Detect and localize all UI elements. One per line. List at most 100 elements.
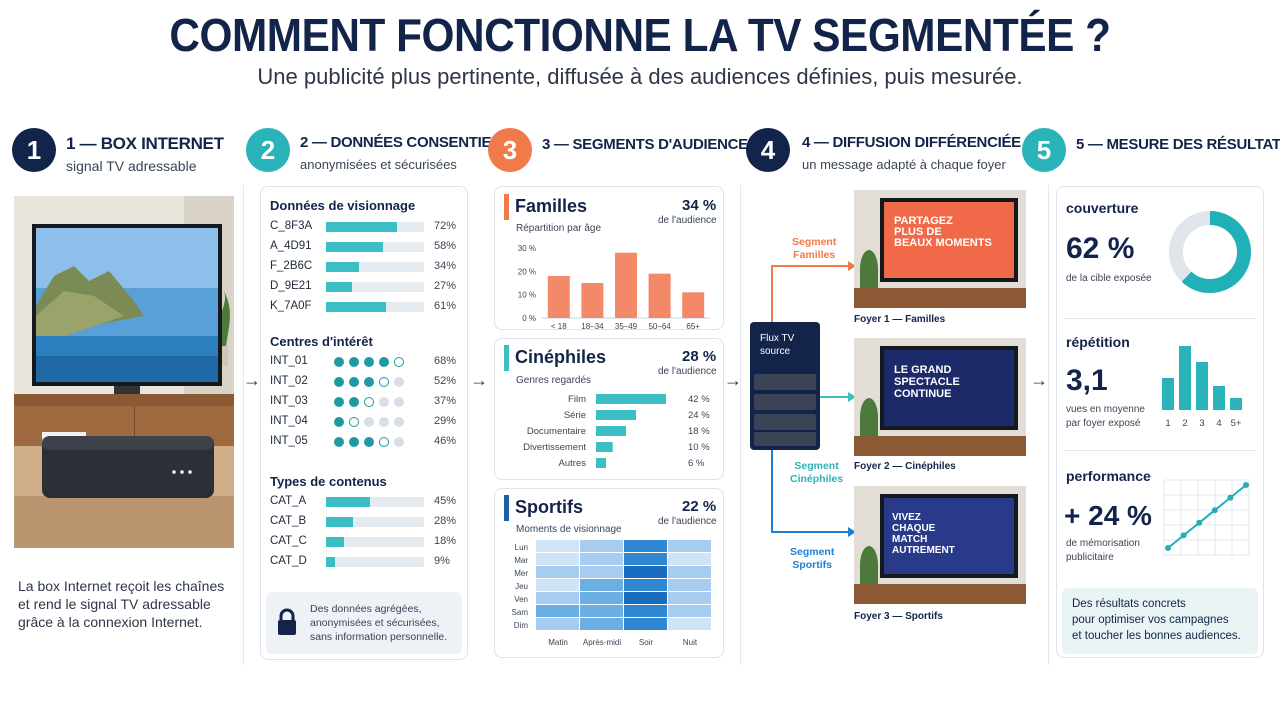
row-value-label: 27% [434,280,457,292]
performance-point [1243,482,1249,488]
heatmap-cell [624,605,667,617]
heatmap-day-label: Mar [514,556,528,565]
genre-bar [596,458,606,468]
segment-sportifs-pct-sub: de l'audience [658,516,717,527]
age-chart: 30 % 20 % 10 % 0 % < 18 18–34 35–49 50–64 65+ [518,244,710,330]
living-room-illustration [14,196,234,548]
heatmap-day-label: Lun [515,543,528,552]
content-types-title: Types de contenus [270,474,387,489]
repetition-bar [1213,386,1225,410]
row-value-label: 58% [434,240,457,252]
divider [1064,450,1256,451]
heatmap-cell [536,618,579,630]
repetition-chart: 1 2 3 4 5+ [1162,346,1242,429]
x-tick-label: 5+ [1231,418,1242,429]
heatmap-cell [624,566,667,578]
heatmap-cell [580,553,623,565]
bar-fill [326,517,354,527]
interest-dot [379,357,389,367]
repetition-sub: vues en moyenne par foyer exposé [1066,404,1145,429]
tv-message-sportifs: VIVEZ CHAQUE MATCH AUTREMENT [892,512,955,556]
row-id-label: A_4D91 [270,240,312,252]
bar-fill [326,302,386,312]
age-bar [615,252,637,318]
segment-label-cinephiles: Segment Cinéphiles [790,460,844,485]
heatmap-cell [580,605,623,617]
performance-line [1167,484,1247,549]
interest-id-label: INT_02 [270,375,308,387]
heatmap-cell [668,566,711,578]
performance-point [1196,519,1203,526]
interest-id-label: INT_05 [270,435,308,447]
age-chart-title: Répartition par âge [516,223,602,234]
foyer-2-label: Foyer 2 — Cinéphiles [854,461,956,472]
heatmap-cell [624,618,667,630]
row-id-label: CAT_C [270,535,307,547]
heatmap-cell [668,579,711,591]
interest-dot [379,437,389,447]
genre-value-label: 18 % [688,426,710,437]
interest-value-label: 46% [434,435,457,447]
interest-dot [349,357,359,367]
heatmap-day-label: Sam [512,608,529,617]
heatmap-cell [668,553,711,565]
segment-familles-pct-sub: de l'audience [658,215,717,226]
bar-fill [326,557,335,567]
heatmap-cell [668,618,711,630]
genre-bar [596,410,636,420]
results-panel [1056,186,1264,658]
segment-cinephiles-card [494,338,724,480]
interest-dot [394,377,404,387]
interest-dot [364,437,374,447]
viewing-data-title: Données de visionnage [270,198,416,213]
row-value-label: 9% [434,555,450,567]
heatmap-cell [668,605,711,617]
performance-chart [1163,479,1250,556]
arrow-icon: → [470,370,488,390]
interest-dot [334,377,344,387]
interests-title: Centres d'intérêt [270,334,373,349]
arrow-icon: → [1030,370,1048,390]
heatmap-cell [624,579,667,591]
genre-chart: Film 42 % Série 24 % Documentaire 18 % Diverti… [523,394,710,469]
age-bar [547,276,570,318]
genre-bar [596,426,626,436]
performance-sub: de mémorisation publicitaire [1066,538,1140,563]
foyer-1-tv-scene: PARTAGEZ PLUS DE BEAUX MOMENTS [854,190,1026,308]
interest-dot [364,377,374,387]
step-5-title: 5 — MESURE DES RÉSULTATS [1076,136,1280,153]
bar-track [326,517,424,527]
viewing-heatmap: Lun Mar Mer Jeu Ven Sam Dim Matin Après-midi Soir… [512,540,711,647]
genre-label: Film [568,394,586,405]
genre-value-label: 10 % [688,442,710,453]
interest-dot [334,397,344,407]
heatmap-cell [624,540,667,552]
performance-value: + 24 % [1064,500,1152,531]
heatmap-cell [580,540,623,552]
separator [740,185,741,665]
segment-label-sportifs: Segment Sportifs [790,546,835,571]
row-id-label: D_9E21 [270,280,312,292]
foyer-3-label: Foyer 3 — Sportifs [854,611,943,622]
performance-point [1165,545,1171,551]
x-tick-label: < 18 [551,322,567,330]
coverage-donut [1169,211,1251,293]
row-value-label: 45% [434,495,457,507]
heatmap-day-label: Ven [514,595,528,604]
interest-dot [349,417,359,427]
step-1-badge: 1 [12,128,56,172]
performance-point [1211,507,1218,514]
interest-dot [379,377,389,387]
age-bar [682,292,705,318]
coverage-sub: de la cible exposée [1066,273,1152,284]
segment-accent [504,345,509,371]
interest-dot [364,357,374,367]
row-value-label: 61% [434,300,457,312]
genre-label: Série [564,410,586,421]
x-tick-label: 3 [1199,418,1204,429]
server-rack: Flux TV source [750,322,820,450]
server-unit [754,394,816,410]
step-2-subtitle: anonymisées et sécurisées [300,157,457,172]
genre-label: Documentaire [527,426,586,437]
interest-value-label: 37% [434,395,457,407]
